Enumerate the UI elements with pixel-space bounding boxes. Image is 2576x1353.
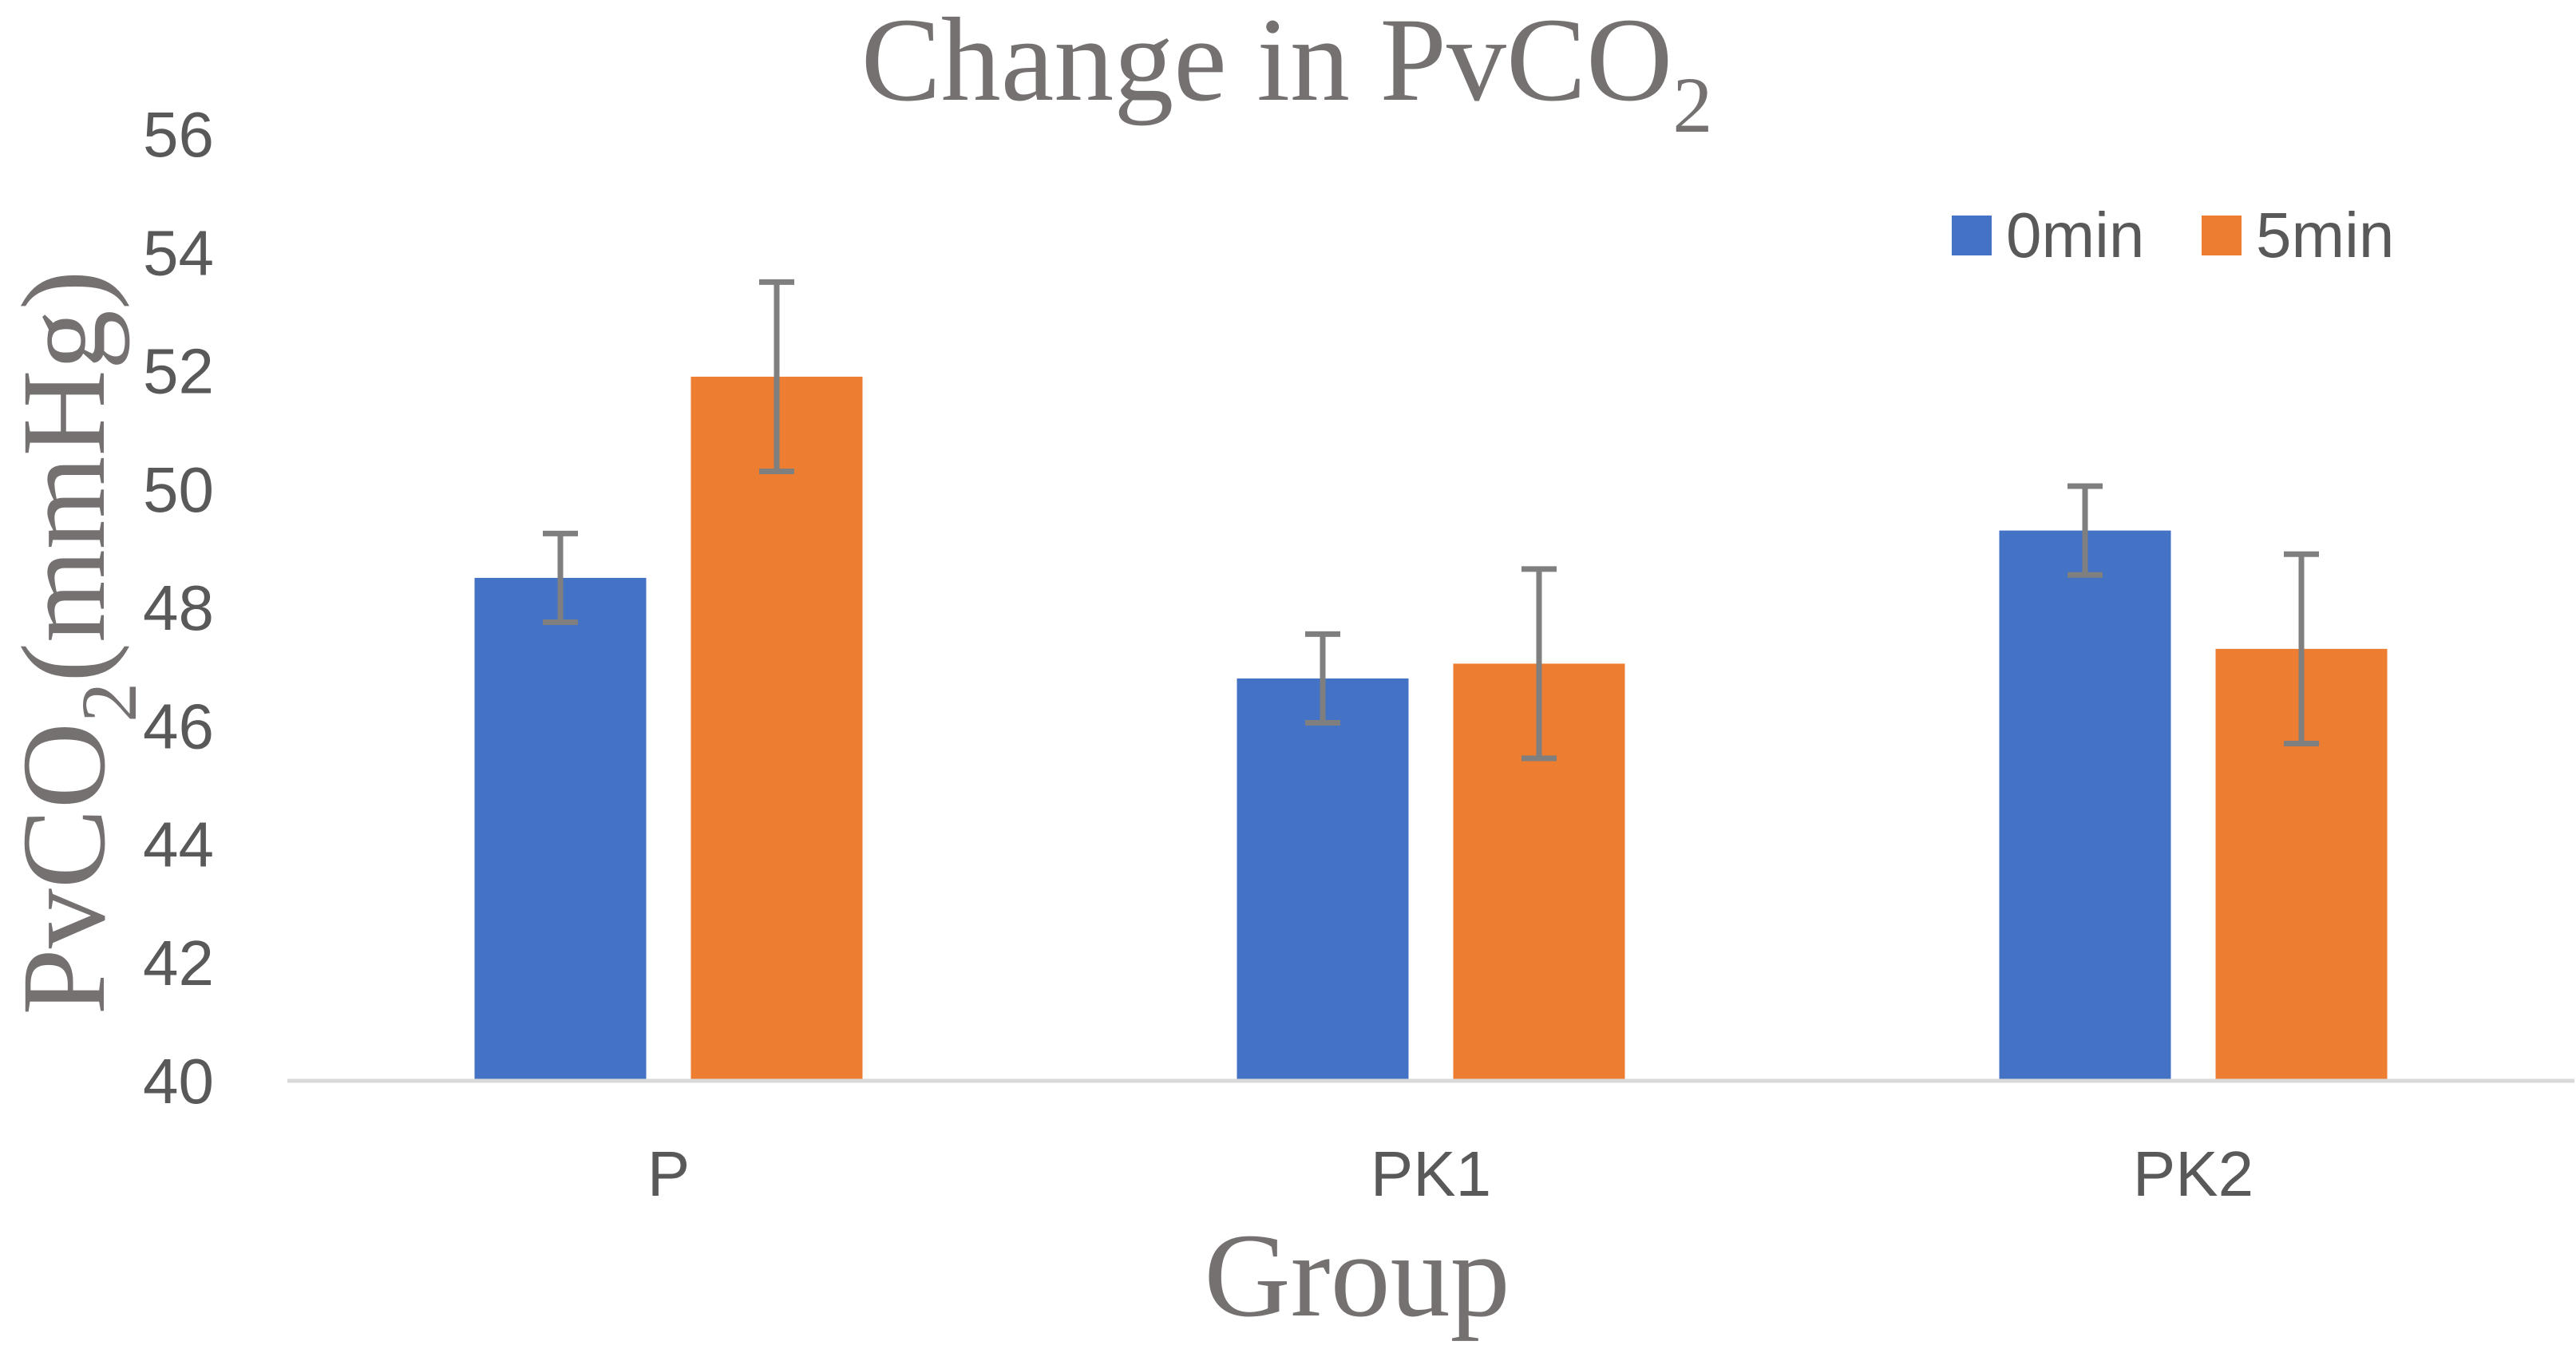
y-axis-label-main: PvCO — [0, 722, 130, 1015]
y-tick-label: 46 — [143, 690, 214, 762]
legend-label: 5min — [2256, 200, 2394, 271]
y-tick-label: 40 — [143, 1046, 214, 1117]
y-tick-label: 42 — [143, 928, 214, 999]
x-tick-label: P — [647, 1138, 690, 1209]
y-tick-labels: 40 42 44 46 48 50 52 54 56 — [143, 99, 214, 1117]
bar-5min-P — [690, 376, 863, 1082]
chart-title: Change in PvCO2 — [861, 0, 1713, 149]
y-axis-label-unit: (mmHg) — [0, 270, 130, 682]
error-bar-0min-PK2 — [2068, 483, 2103, 578]
error-bar-5min-P — [759, 279, 794, 475]
y-tick-label: 50 — [143, 454, 214, 525]
x-axis-label: Group — [1204, 1209, 1510, 1342]
bar-0min-PK1 — [1237, 678, 1409, 1081]
chart-title-subscript: 2 — [1672, 61, 1712, 149]
y-tick-label: 52 — [143, 336, 214, 407]
y-axis-label-subscript: 2 — [65, 682, 153, 722]
bar-0min-PK2 — [1999, 530, 2171, 1081]
x-tick-labels: P PK1 PK2 — [647, 1138, 2254, 1209]
error-bar-5min-PK2 — [2284, 551, 2319, 746]
chart-title-main: Change in PvCO — [861, 0, 1673, 126]
error-bar-0min-P — [543, 530, 578, 626]
y-axis-label: PvCO2(mmHg) — [0, 270, 153, 1015]
y-tick-label: 48 — [143, 572, 214, 643]
x-tick-label: PK2 — [2133, 1138, 2254, 1209]
error-bars — [543, 279, 2319, 762]
legend-item-5min: 5min — [2202, 200, 2394, 271]
y-tick-label: 56 — [143, 99, 214, 170]
y-tick-label: 44 — [143, 809, 214, 880]
legend-item-0min: 0min — [1952, 200, 2144, 271]
legend: 0min 5min — [1952, 200, 2394, 271]
legend-swatch — [2202, 216, 2242, 255]
y-tick-label: 54 — [143, 217, 214, 288]
x-tick-label: PK1 — [1371, 1138, 1491, 1209]
bars — [474, 376, 2388, 1082]
error-bar-5min-PK1 — [1521, 566, 1557, 762]
bar-0min-P — [474, 577, 647, 1081]
legend-swatch — [1952, 216, 1992, 255]
legend-label: 0min — [2006, 200, 2144, 271]
error-bar-0min-PK1 — [1305, 631, 1340, 726]
